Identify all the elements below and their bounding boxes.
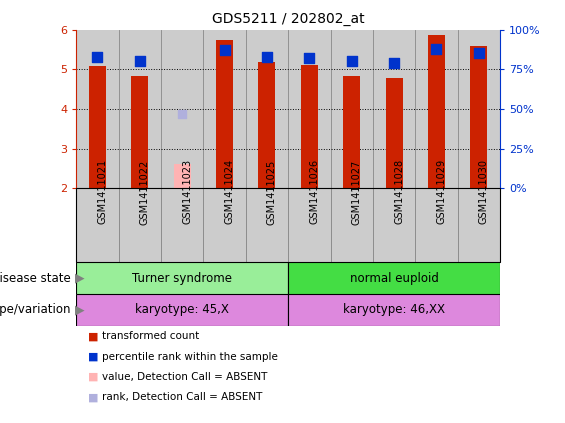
- Bar: [119, 188, 161, 262]
- Bar: [301, 65, 318, 188]
- Text: GSM1411024: GSM1411024: [225, 159, 234, 225]
- Bar: [331, 30, 373, 188]
- Point: [305, 55, 314, 62]
- Bar: [203, 30, 246, 188]
- Text: percentile rank within the sample: percentile rank within the sample: [102, 352, 277, 362]
- Text: ▶: ▶: [75, 272, 84, 285]
- Bar: [385, 78, 402, 188]
- Point: [93, 53, 102, 60]
- Text: transformed count: transformed count: [102, 331, 199, 341]
- Text: GSM1411028: GSM1411028: [394, 159, 404, 225]
- Text: karyotype: 45,X: karyotype: 45,X: [135, 303, 229, 316]
- Bar: [458, 30, 500, 188]
- Point: [177, 110, 186, 117]
- Point: [347, 58, 356, 65]
- Text: value, Detection Call = ABSENT: value, Detection Call = ABSENT: [102, 372, 267, 382]
- Bar: [288, 188, 331, 262]
- Point: [432, 45, 441, 52]
- Bar: [259, 62, 276, 188]
- Point: [136, 58, 145, 65]
- Text: genotype/variation: genotype/variation: [0, 303, 71, 316]
- Bar: [246, 188, 288, 262]
- Bar: [161, 188, 203, 262]
- Text: disease state: disease state: [0, 272, 71, 285]
- Text: GSM1411023: GSM1411023: [182, 159, 192, 225]
- Text: rank, Detection Call = ABSENT: rank, Detection Call = ABSENT: [102, 392, 262, 402]
- Text: normal euploid: normal euploid: [350, 272, 438, 285]
- Bar: [288, 262, 500, 294]
- Bar: [76, 294, 288, 326]
- Bar: [331, 188, 373, 262]
- Text: ■: ■: [88, 372, 98, 382]
- Point: [389, 60, 398, 66]
- Text: ■: ■: [88, 331, 98, 341]
- Bar: [119, 30, 161, 188]
- Text: ■: ■: [88, 352, 98, 362]
- Bar: [216, 39, 233, 188]
- Text: GSM1411026: GSM1411026: [310, 159, 319, 225]
- Bar: [373, 188, 415, 262]
- Bar: [203, 188, 246, 262]
- Text: karyotype: 46,XX: karyotype: 46,XX: [343, 303, 445, 316]
- Text: ■: ■: [88, 392, 98, 402]
- Point: [220, 47, 229, 54]
- Bar: [288, 30, 331, 188]
- Bar: [288, 294, 500, 326]
- Bar: [174, 164, 191, 188]
- Text: Turner syndrome: Turner syndrome: [132, 272, 232, 285]
- Text: GSM1411027: GSM1411027: [351, 159, 362, 225]
- Title: GDS5211 / 202802_at: GDS5211 / 202802_at: [212, 12, 364, 26]
- Bar: [246, 30, 288, 188]
- Bar: [415, 188, 458, 262]
- Bar: [471, 46, 487, 188]
- Point: [262, 53, 271, 60]
- Point: [474, 50, 483, 57]
- Bar: [76, 30, 119, 188]
- Bar: [428, 35, 445, 188]
- Bar: [373, 30, 415, 188]
- Bar: [89, 66, 106, 188]
- Bar: [161, 30, 203, 188]
- Text: ▶: ▶: [75, 303, 84, 316]
- Bar: [76, 188, 119, 262]
- Text: GSM1411021: GSM1411021: [98, 159, 107, 225]
- Text: GSM1411025: GSM1411025: [267, 159, 277, 225]
- Bar: [415, 30, 458, 188]
- Bar: [458, 188, 500, 262]
- Bar: [131, 76, 148, 188]
- Text: GSM1411029: GSM1411029: [436, 159, 446, 225]
- Text: GSM1411022: GSM1411022: [140, 159, 150, 225]
- Bar: [344, 76, 360, 188]
- Bar: [76, 262, 288, 294]
- Text: GSM1411030: GSM1411030: [479, 159, 489, 225]
